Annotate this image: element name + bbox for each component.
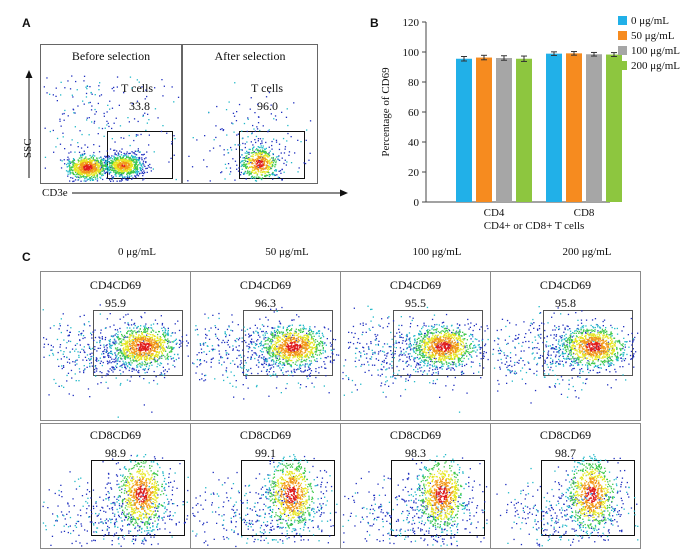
column-label-100: 100 μg/mL xyxy=(412,246,462,258)
density-dots xyxy=(342,305,489,413)
x-axis-title: CD4+ or CD8+ T cells xyxy=(484,220,585,232)
column-label-50: 50 μg/mL xyxy=(265,246,309,258)
row-label-cd4: CD4CD69 xyxy=(389,278,442,292)
flow-plot-cd4-0: CD4CD69 95.9 xyxy=(40,271,191,421)
legend-label-3: 200 μg/mL xyxy=(631,60,680,72)
y-tick-label: 0 xyxy=(414,197,420,209)
panel-label-a: A xyxy=(22,16,31,30)
t-cell-gate-before xyxy=(107,131,173,179)
x-tick-label: CD4 xyxy=(484,207,505,219)
cd4-value-50: 96.3 xyxy=(255,296,276,310)
cd3e-axis-arrow xyxy=(72,186,348,200)
flow-plot-cd8-50: CD8CD69 99.1 xyxy=(190,423,341,549)
density-dots xyxy=(496,454,639,547)
bar-cd8-1 xyxy=(566,53,582,202)
cd4-value-0: 95.9 xyxy=(105,296,126,310)
legend-swatch-2 xyxy=(618,46,627,55)
plot-title-after: After selection xyxy=(214,49,286,63)
bar-cd4-2 xyxy=(496,58,512,202)
legend-swatch-1 xyxy=(618,31,627,40)
flow-plot-cd8-0: CD8CD69 98.9 xyxy=(40,423,191,549)
bar-cd8-3 xyxy=(606,54,622,202)
row-label-cd8: CD8CD69 xyxy=(239,428,292,442)
gate-label-before: T cells xyxy=(121,81,154,95)
cd8-value-100: 98.3 xyxy=(405,446,426,460)
column-label-0: 0 μg/mL xyxy=(118,246,156,258)
scatter-density-cd4-50 xyxy=(191,272,340,420)
cd69-bar-chart: 0 20 40 60 80 100 120 Percentage of CD69 CD4 CD8C… xyxy=(380,15,680,232)
density-dots xyxy=(43,75,180,183)
scatter-density-before xyxy=(41,45,181,183)
density-dots xyxy=(42,454,189,547)
y-tick-label: 120 xyxy=(403,17,420,29)
gate-value-before: 33.8 xyxy=(129,99,150,113)
y-axis-title: Percentage of CD69 xyxy=(380,67,392,157)
legend-swatch-0 xyxy=(618,16,627,25)
cd69-gate-cd8-50 xyxy=(241,460,335,536)
density-dots xyxy=(492,306,639,404)
scatter-density-cd4-200 xyxy=(491,272,640,420)
cd8-value-200: 98.7 xyxy=(555,446,576,460)
y-tick-label: 20 xyxy=(408,167,420,179)
column-label-200: 200 μg/mL xyxy=(562,246,612,258)
density-dots xyxy=(192,306,340,400)
flow-plot-before-selection: Before selection T cells 33.8 xyxy=(40,44,182,184)
density-dots xyxy=(187,82,312,182)
row-label-cd8: CD8CD69 xyxy=(539,428,592,442)
y-tick-label: 60 xyxy=(408,107,420,119)
x-tick-label: CD8 xyxy=(574,207,595,219)
cd69-gate-cd4-100 xyxy=(393,310,483,376)
y-tick-label: 40 xyxy=(408,137,420,149)
bar-cd8-0 xyxy=(546,53,562,203)
flow-plot-after-selection: After selection T cells 96.0 xyxy=(182,44,318,184)
bar-cd4-3 xyxy=(516,58,532,202)
legend-label-0: 0 μg/mL xyxy=(631,15,669,27)
flow-plot-cd8-200: CD8CD69 98.7 xyxy=(490,423,641,549)
panel-label-c: C xyxy=(22,250,31,264)
density-dots xyxy=(342,454,488,547)
legend-label-2: 100 μg/mL xyxy=(631,45,680,57)
legend-label-1: 50 μg/mL xyxy=(631,30,675,42)
plot-title-before: Before selection xyxy=(71,49,151,63)
cd4-value-200: 95.8 xyxy=(555,296,576,310)
cd69-gate-cd8-100 xyxy=(391,460,485,536)
density-dots xyxy=(42,304,189,418)
scatter-density-cd8-50 xyxy=(191,424,340,548)
y-tick-label: 80 xyxy=(408,77,420,89)
flow-plot-cd4-50: CD4CD69 96.3 xyxy=(190,271,341,421)
row-label-cd8: CD8CD69 xyxy=(389,428,442,442)
flow-plot-cd4-200: CD4CD69 95.8 xyxy=(490,271,641,421)
bar-cd8-2 xyxy=(586,54,602,202)
row-label-cd4: CD4CD69 xyxy=(539,278,592,292)
ssc-axis-label: SSC xyxy=(22,138,34,158)
cd69-gate-cd4-0 xyxy=(93,310,183,376)
scatter-density-cd8-0 xyxy=(41,424,190,548)
flow-plot-cd4-100: CD4CD69 95.5 xyxy=(340,271,491,421)
panel-label-b: B xyxy=(370,16,379,30)
row-label-cd4: CD4CD69 xyxy=(89,278,142,292)
scatter-density-cd8-100 xyxy=(341,424,490,548)
cd8-value-50: 99.1 xyxy=(255,446,276,460)
legend-swatch-3 xyxy=(618,61,627,70)
bar-cd4-0 xyxy=(456,58,472,202)
cd4-value-100: 95.5 xyxy=(405,296,426,310)
t-cell-gate-after xyxy=(239,131,305,179)
row-label-cd8: CD8CD69 xyxy=(89,428,142,442)
ssc-axis-arrow xyxy=(22,70,36,180)
gate-label-after: T cells xyxy=(251,81,284,95)
row-label-cd4: CD4CD69 xyxy=(239,278,292,292)
cd8-value-0: 98.9 xyxy=(105,446,126,460)
scatter-density-cd4-0 xyxy=(41,272,190,420)
bar-cd4-1 xyxy=(476,57,492,202)
density-dots xyxy=(192,454,338,548)
flow-plot-cd8-100: CD8CD69 98.3 xyxy=(340,423,491,549)
y-tick-label: 100 xyxy=(403,47,420,59)
scatter-density-cd4-100 xyxy=(341,272,490,420)
cd3e-axis-label: CD3e xyxy=(42,187,68,199)
scatter-density-cd8-200 xyxy=(491,424,640,548)
gate-value-after: 96.0 xyxy=(257,99,278,113)
scatter-density-after xyxy=(183,45,317,183)
